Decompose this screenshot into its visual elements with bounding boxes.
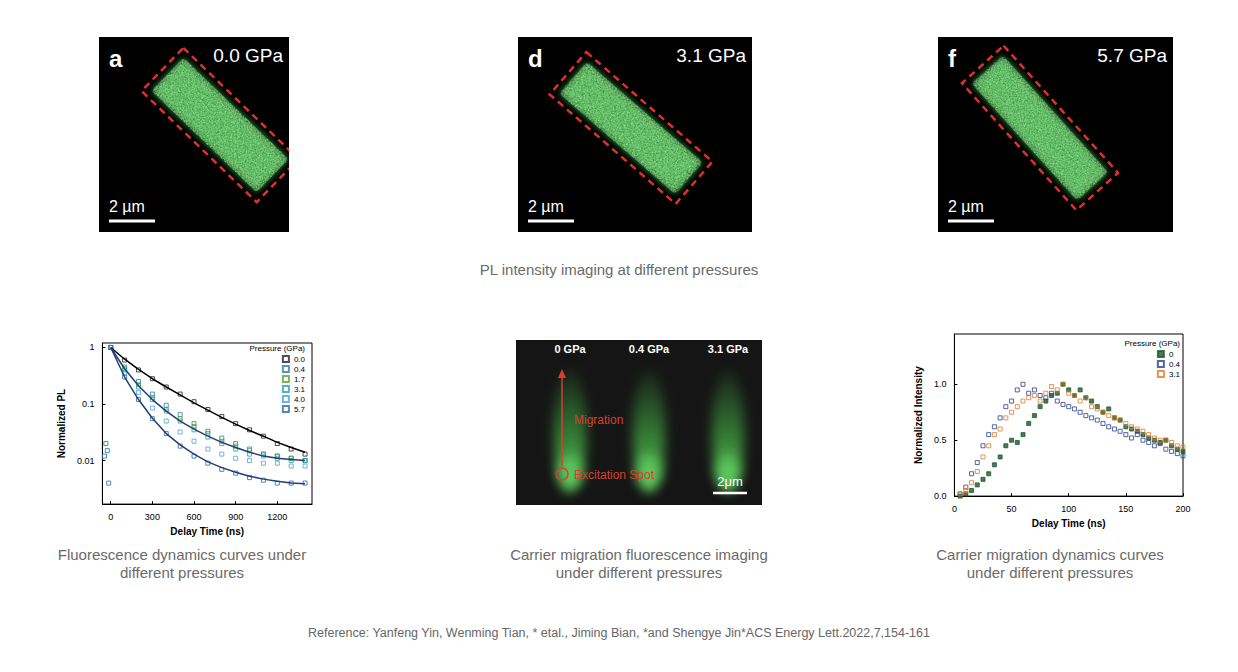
svg-text:4.0: 4.0 — [294, 395, 306, 404]
svg-text:0 GPa: 0 GPa — [554, 343, 586, 355]
svg-text:200: 200 — [1175, 504, 1190, 514]
svg-text:1: 1 — [89, 342, 94, 352]
html-text:PL intensity imaging at differ: PL intensity imaging at different pressu… — [479, 261, 759, 278]
svg-text:150: 150 — [1118, 504, 1133, 514]
svg-text:0.4: 0.4 — [294, 365, 306, 374]
svg-text:0.1: 0.1 — [82, 399, 95, 409]
svg-text:900: 900 — [228, 512, 243, 522]
svg-text:1.0: 1.0 — [934, 379, 947, 389]
svg-text:Delay Time (ns): Delay Time (ns) — [1032, 518, 1106, 529]
html-text:Fluorescence dynamics curves u: Fluorescence dynamics curves under diffe… — [57, 546, 307, 581]
svg-text:0.01: 0.01 — [77, 456, 95, 466]
svg-text:a: a — [109, 45, 123, 72]
svg-text:0: 0 — [1169, 350, 1174, 359]
svg-text:0.4: 0.4 — [1169, 360, 1181, 369]
svg-text:0.0: 0.0 — [934, 491, 947, 501]
html-text:Reference: Yanfeng Yin, Wenmin: Reference: Yanfeng Yin, Wenming Tian, * … — [308, 626, 930, 640]
svg-text:300: 300 — [145, 512, 160, 522]
svg-text:Excitation Spot: Excitation Spot — [574, 468, 655, 482]
svg-text:0: 0 — [952, 504, 957, 514]
svg-text:0.0 GPa: 0.0 GPa — [213, 45, 283, 66]
svg-text:2 µm: 2 µm — [528, 198, 564, 215]
svg-text:f: f — [948, 45, 957, 72]
svg-text:0.0: 0.0 — [294, 355, 306, 364]
svg-text:1200: 1200 — [267, 512, 287, 522]
svg-text:50: 50 — [1007, 504, 1017, 514]
svg-text:2 µm: 2 µm — [948, 198, 984, 215]
svg-text:1.7: 1.7 — [294, 375, 306, 384]
svg-text:100: 100 — [1061, 504, 1076, 514]
html-text:Carrier migration dynamics cur: Carrier migration dynamics curves under … — [936, 546, 1164, 581]
svg-text:2μm: 2μm — [717, 474, 743, 489]
svg-text:3.1: 3.1 — [1169, 370, 1181, 379]
svg-text:3.1 GPa: 3.1 GPa — [708, 343, 749, 355]
svg-text:0.4 GPa: 0.4 GPa — [629, 343, 670, 355]
svg-text:0.5: 0.5 — [934, 435, 947, 445]
svg-text:2 µm: 2 µm — [109, 198, 145, 215]
svg-text:Normalized PL: Normalized PL — [56, 389, 67, 458]
svg-text:Delay Time (ns): Delay Time (ns) — [170, 526, 244, 537]
svg-text:Migration: Migration — [574, 413, 623, 427]
svg-text:0: 0 — [108, 512, 113, 522]
svg-text:5.7: 5.7 — [294, 405, 306, 414]
svg-text:Normalized Intensity: Normalized Intensity — [913, 366, 924, 464]
svg-text:Pressure (GPa): Pressure (GPa) — [1124, 339, 1180, 348]
svg-text:3.1 GPa: 3.1 GPa — [676, 45, 746, 66]
svg-text:Pressure (GPa): Pressure (GPa) — [249, 344, 305, 353]
html-text:Carrier migration fluorescence: Carrier migration fluorescence imaging u… — [510, 546, 768, 581]
svg-text:5.7 GPa: 5.7 GPa — [1097, 45, 1167, 66]
svg-text:d: d — [528, 45, 543, 72]
svg-text:600: 600 — [187, 512, 202, 522]
svg-text:3.1: 3.1 — [294, 385, 306, 394]
